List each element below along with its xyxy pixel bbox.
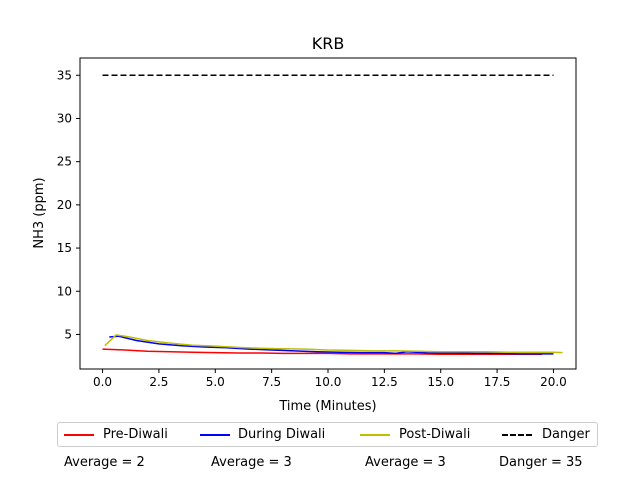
chart-title: KRB <box>312 34 345 53</box>
legend: Pre-Diwali During Diwali Post-Diwali Dan… <box>57 422 598 447</box>
series-line-post-diwali <box>104 334 563 354</box>
x-tick-label: 2.5 <box>149 375 168 389</box>
average-post-diwali: Average = 3 <box>365 455 446 470</box>
y-tick-label: 25 <box>57 155 72 169</box>
x-tick-label: 7.5 <box>262 375 281 389</box>
x-tick-label: 20.0 <box>540 375 567 389</box>
legend-label-danger: Danger <box>542 427 590 442</box>
series-line-during-diwali <box>109 335 554 355</box>
x-tick-label: 10.0 <box>315 375 342 389</box>
danger-level: Danger = 35 <box>499 455 583 470</box>
legend-label-pre-diwali: Pre-Diwali <box>103 427 168 442</box>
x-tick-label: 0.0 <box>93 375 112 389</box>
series-line-pre-diwali <box>102 348 543 356</box>
y-tick-label: 30 <box>57 111 72 125</box>
legend-swatch-danger <box>502 434 532 436</box>
x-tick-label: 5.0 <box>206 375 225 389</box>
average-during-diwali: Average = 3 <box>211 455 292 470</box>
y-axis: 5 10 15 20 25 30 35 <box>57 68 80 341</box>
y-tick-label: 5 <box>64 327 72 341</box>
y-axis-label: NH3 (ppm) <box>32 177 47 248</box>
legend-swatch-pre-diwali <box>64 434 94 436</box>
x-axis-label: Time (Minutes) <box>278 399 376 414</box>
plot-area <box>102 74 563 356</box>
x-tick-label: 12.5 <box>371 375 398 389</box>
y-tick-label: 10 <box>57 284 72 298</box>
legend-swatch-during-diwali <box>200 434 230 436</box>
x-axis: 0.0 2.5 5.0 7.5 10.0 12.5 15.0 17.5 20.0 <box>93 369 567 389</box>
y-tick-label: 35 <box>57 68 72 82</box>
legend-label-during-diwali: During Diwali <box>238 427 326 442</box>
legend-swatch-post-diwali <box>360 434 390 436</box>
y-tick-label: 15 <box>57 241 72 255</box>
legend-label-post-diwali: Post-Diwali <box>399 427 471 442</box>
x-tick-label: 17.5 <box>484 375 511 389</box>
average-pre-diwali: Average = 2 <box>64 455 145 470</box>
plot-frame <box>79 57 577 370</box>
x-tick-label: 15.0 <box>427 375 454 389</box>
y-tick-label: 20 <box>57 198 72 212</box>
